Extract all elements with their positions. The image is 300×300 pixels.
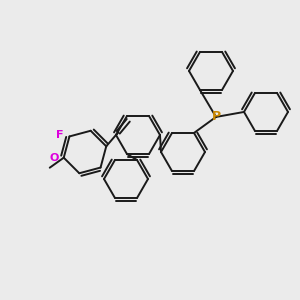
Text: O: O [49,153,58,163]
Text: F: F [56,130,63,140]
Text: P: P [212,110,220,123]
